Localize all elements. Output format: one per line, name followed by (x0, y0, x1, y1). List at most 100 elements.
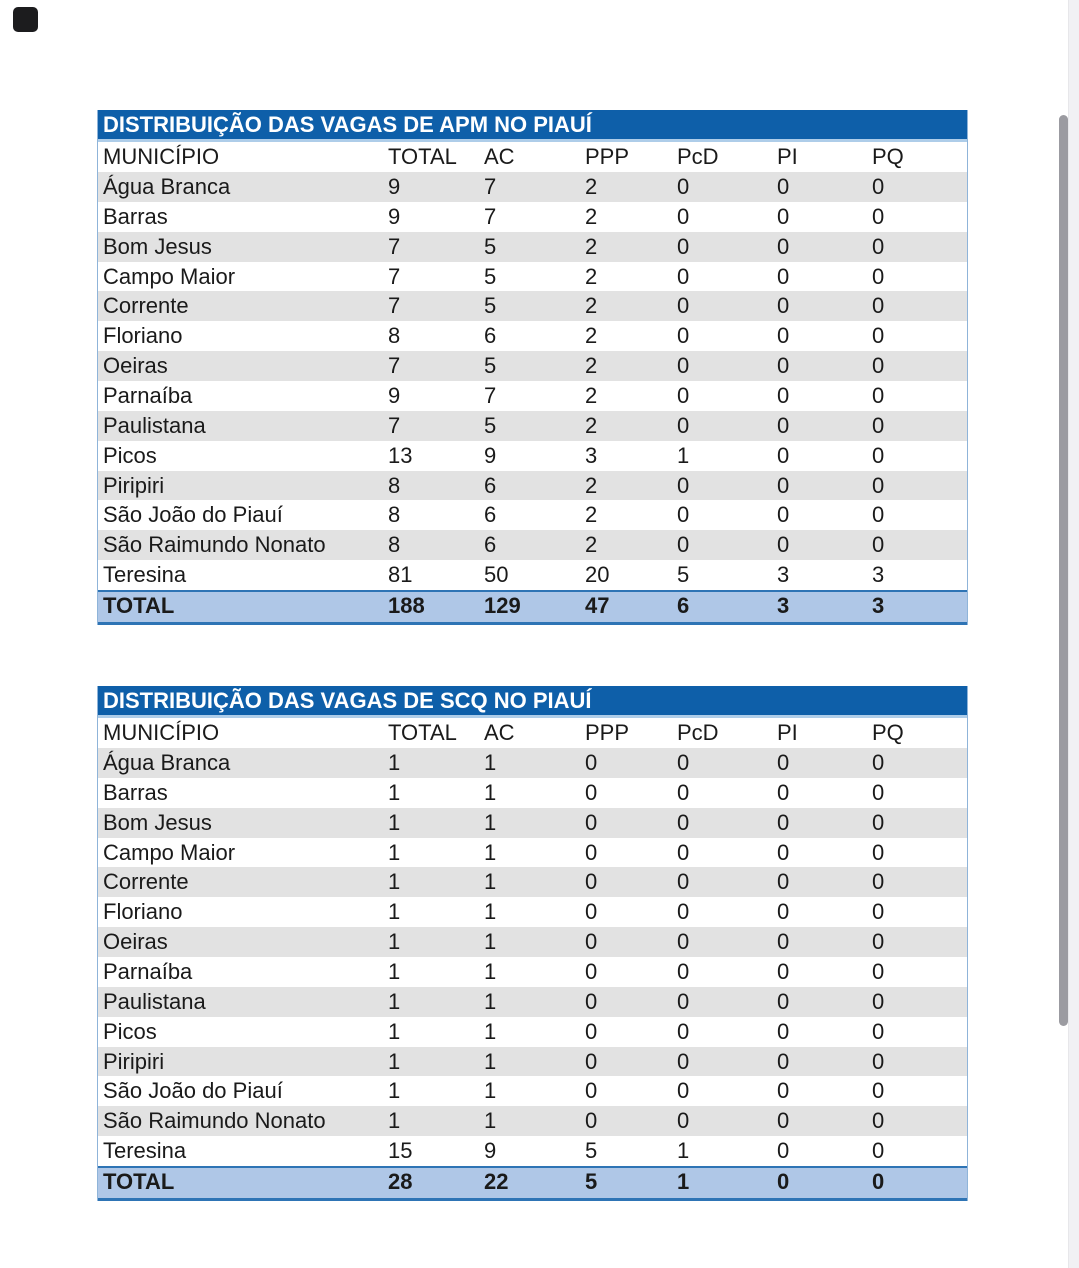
value-cell: 0 (872, 203, 885, 229)
table-total-row: TOTAL 28 22 5 1 0 0 (98, 1166, 967, 1202)
value-cell: 0 (677, 323, 690, 349)
table-row: Água Branca 1 1 0 0 0 0 (98, 748, 967, 778)
value-cell: 2 (585, 174, 598, 199)
municipality-cell: Picos (103, 442, 157, 468)
municipality-cell: Piripiri (103, 472, 165, 498)
scrollbar-thumb[interactable] (1059, 115, 1068, 1026)
value-cell: 9 (484, 1138, 497, 1164)
value-cell: 8 (388, 472, 401, 498)
value-cell: 0 (677, 1108, 690, 1134)
value-cell: 0 (677, 383, 690, 409)
value-cell: 0 (585, 750, 598, 775)
table-row: Barras 9 7 2 0 0 0 (98, 201, 967, 232)
table-title-apm: DISTRIBUIÇÃO DAS VAGAS DE APM NO PIAUÍ (98, 110, 967, 142)
value-cell: 0 (777, 442, 790, 468)
value-cell: 2 (585, 203, 598, 229)
value-cell: 1 (388, 959, 401, 985)
value-cell: 1 (388, 839, 401, 865)
total-value-cell: 6 (677, 593, 690, 619)
value-cell: 2 (585, 383, 598, 409)
value-cell: 0 (585, 809, 598, 835)
value-cell: 2 (585, 323, 598, 349)
value-cell: 7 (484, 174, 497, 199)
value-cell: 0 (677, 472, 690, 498)
value-cell: 1 (484, 839, 497, 865)
value-cell: 20 (585, 562, 610, 588)
municipality-cell: Teresina (103, 562, 187, 588)
apm-vacancies-table: DISTRIBUIÇÃO DAS VAGAS DE APM NO PIAUÍ M… (97, 110, 968, 626)
value-cell: 0 (872, 750, 885, 775)
table-row: Floriano 8 6 2 0 0 0 (98, 321, 967, 352)
municipality-cell: Floriano (103, 323, 183, 349)
value-cell: 0 (677, 899, 690, 925)
table-row: Campo Maior 7 5 2 0 0 0 (98, 261, 967, 292)
value-cell: 0 (777, 869, 790, 895)
value-cell: 9 (484, 442, 497, 468)
table-row: Parnaíba 9 7 2 0 0 0 (98, 381, 967, 411)
value-cell: 1 (484, 988, 497, 1014)
value-cell: 5 (677, 562, 690, 588)
municipality-cell: Barras (103, 779, 168, 805)
value-cell: 0 (872, 293, 885, 319)
scrollbar-track[interactable] (1068, 0, 1079, 1268)
table-body: Água Branca 9 7 2 0 0 0 Barras 9 7 2 0 0 0 Bom Jesus 7 5… (98, 172, 967, 591)
value-cell: 0 (777, 839, 790, 865)
value-cell: 6 (484, 323, 497, 349)
table-row: Picos 13 9 3 1 0 0 (98, 440, 967, 471)
value-cell: 0 (677, 988, 690, 1014)
column-header: PcD (677, 720, 719, 745)
value-cell: 0 (872, 929, 885, 955)
table-header-row: MUNICÍPIO TOTAL AC PPP PcD PI PQ (98, 142, 967, 172)
column-header: PcD (677, 144, 719, 169)
value-cell: 6 (484, 472, 497, 498)
scq-vacancies-table: DISTRIBUIÇÃO DAS VAGAS DE SCQ NO PIAUÍ M… (97, 686, 968, 1202)
value-cell: 0 (872, 899, 885, 925)
value-cell: 7 (484, 203, 497, 229)
value-cell: 0 (872, 839, 885, 865)
value-cell: 5 (484, 353, 497, 379)
value-cell: 0 (777, 203, 790, 229)
value-cell: 0 (677, 779, 690, 805)
column-header: TOTAL (388, 720, 457, 745)
value-cell: 0 (585, 929, 598, 955)
value-cell: 0 (677, 1018, 690, 1044)
value-cell: 1 (388, 988, 401, 1014)
value-cell: 1 (388, 1018, 401, 1044)
value-cell: 0 (872, 1108, 885, 1134)
table-row: Campo Maior 1 1 0 0 0 0 (98, 837, 967, 868)
value-cell: 0 (777, 263, 790, 289)
value-cell: 7 (484, 383, 497, 409)
municipality-cell: Picos (103, 1018, 157, 1044)
table-total-row: TOTAL 188 129 47 6 3 3 (98, 590, 967, 626)
value-cell: 0 (777, 899, 790, 925)
value-cell: 2 (585, 502, 598, 528)
municipality-cell: Água Branca (103, 750, 231, 775)
municipality-cell: Campo Maior (103, 263, 236, 289)
value-cell: 0 (777, 779, 790, 805)
total-value-cell: 5 (585, 1169, 598, 1195)
value-cell: 0 (872, 412, 885, 438)
total-value-cell: 188 (388, 593, 425, 619)
column-header: PQ (872, 720, 904, 745)
value-cell: 0 (677, 929, 690, 955)
value-cell: 1 (484, 750, 497, 775)
value-cell: 0 (872, 472, 885, 498)
table-row: Oeiras 7 5 2 0 0 0 (98, 351, 967, 382)
value-cell: 0 (585, 1018, 598, 1044)
value-cell: 0 (872, 959, 885, 985)
column-header: MUNICÍPIO (103, 144, 220, 169)
value-cell: 13 (388, 442, 413, 468)
value-cell: 0 (777, 929, 790, 955)
total-value-cell: 1 (677, 1169, 690, 1195)
value-cell: 0 (777, 1108, 790, 1134)
value-cell: 7 (388, 293, 401, 319)
value-cell: 9 (388, 383, 401, 409)
value-cell: 0 (777, 293, 790, 319)
value-cell: 0 (872, 779, 885, 805)
value-cell: 0 (677, 1078, 690, 1104)
value-cell: 8 (388, 323, 401, 349)
municipality-cell: Parnaíba (103, 959, 193, 985)
corner-app-icon[interactable] (13, 7, 38, 32)
municipality-cell: Floriano (103, 899, 183, 925)
